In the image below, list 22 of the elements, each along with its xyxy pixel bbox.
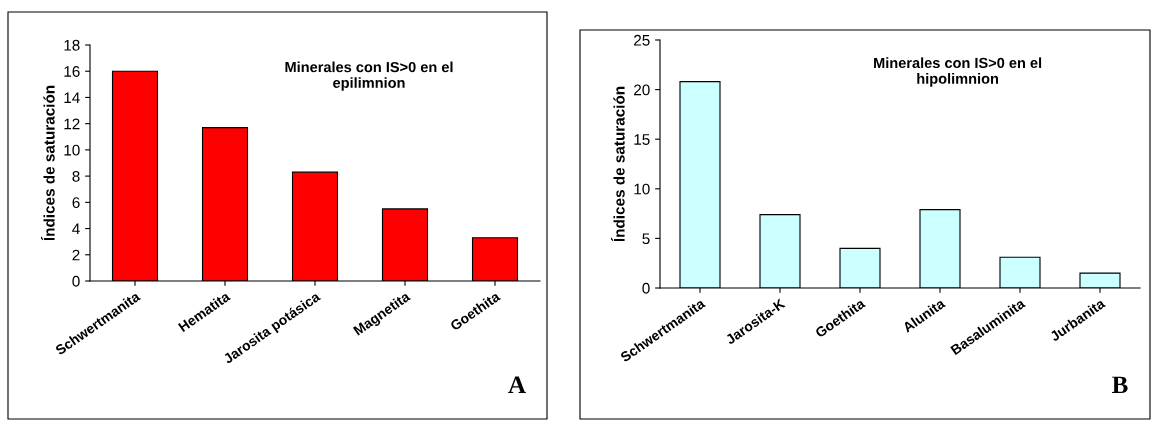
- y-tick-label: 6: [72, 197, 80, 209]
- y-tick-label: 0: [642, 282, 650, 294]
- y-tick-label: 10: [634, 183, 650, 195]
- text: B: [1112, 376, 1128, 394]
- y-tick-label: 8: [72, 170, 80, 182]
- y-axis-title: Índices de saturación: [41, 85, 55, 241]
- y-tick-label: 12: [64, 118, 80, 130]
- y-tick-label: 16: [64, 66, 80, 77]
- y-tick-label: 14: [64, 92, 80, 103]
- y-tick-label: 10: [64, 144, 80, 156]
- y-tick-label: 4: [72, 223, 80, 235]
- y-tick-label: 20: [634, 84, 650, 96]
- y-tick-label: 0: [72, 275, 80, 287]
- annotation: Minerales con IS>0 en el hipolimnion: [874, 57, 1042, 87]
- y-tick-label: 18: [64, 39, 80, 51]
- y-tick-label: 15: [634, 134, 650, 145]
- text: A: [508, 376, 526, 394]
- y-tick-label: 2: [72, 249, 80, 261]
- y-axis-title: Índices de saturación: [611, 86, 625, 242]
- y-tick-label: 25: [634, 34, 650, 46]
- y-tick-label: 5: [642, 233, 650, 245]
- annotation: Minerales con IS>0 en el epilimnion: [285, 61, 453, 91]
